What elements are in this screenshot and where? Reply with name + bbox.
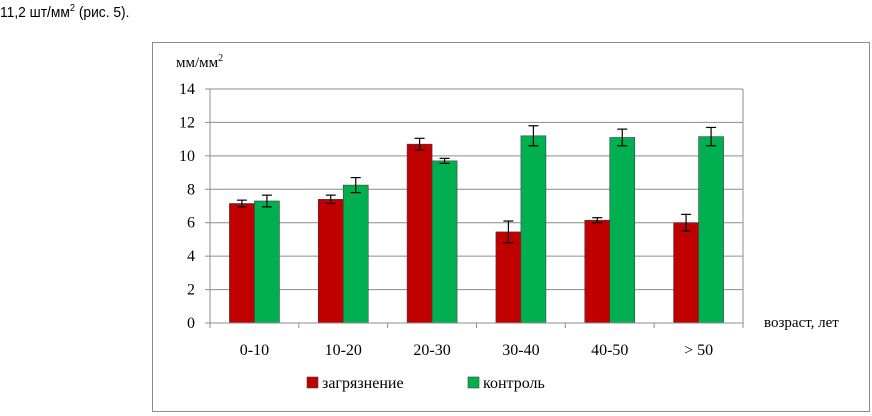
y-axis-label: мм/мм2 xyxy=(176,53,223,71)
bar-pollution xyxy=(229,203,255,324)
bar-chart: 0 2 4 6 8 10 12 14 0-10 10-20 20-30 30-40 40-50 > 50… xyxy=(176,53,839,392)
bar-pollution xyxy=(406,143,433,324)
chart-frame: 0 2 4 6 8 10 12 14 0-10 10-20 20-30 30-40 40-50 > 50… xyxy=(152,42,870,412)
bar-control xyxy=(254,200,280,324)
y-tick-label: 0 xyxy=(187,315,195,332)
bar-control xyxy=(698,136,724,324)
caption-sup: 2 xyxy=(69,3,75,14)
bars xyxy=(229,125,724,324)
x-tick-label: 10-20 xyxy=(325,342,362,359)
legend-label-control: контроль xyxy=(483,375,545,392)
gridlines xyxy=(210,88,744,324)
x-tick-label: 40-50 xyxy=(591,342,628,359)
caption-main: 11,2 шт/мм xyxy=(0,4,70,21)
caption-text: 11,2 шт/мм2 (рис. 5). xyxy=(0,3,129,21)
y-tick-label: 6 xyxy=(187,215,195,232)
y-tick-label: 4 xyxy=(187,248,195,265)
legend: загрязнение контроль xyxy=(306,375,545,392)
bar-control xyxy=(431,160,458,324)
y-tick-label: 12 xyxy=(179,114,195,131)
legend-label-pollution: загрязнение xyxy=(322,375,404,392)
x-tick-label: > 50 xyxy=(684,342,713,359)
y-tick-label: 14 xyxy=(179,81,195,98)
x-tick-label: 0-10 xyxy=(240,342,269,359)
x-axis-label: возраст, лет xyxy=(764,315,839,331)
y-tick-label: 8 xyxy=(187,181,195,198)
bar-control xyxy=(609,137,636,324)
bar-pollution xyxy=(673,222,699,324)
y-tick-label: 2 xyxy=(187,282,195,299)
bar-pollution xyxy=(495,231,522,324)
bar-control xyxy=(520,135,547,324)
bar-pollution xyxy=(584,219,611,324)
x-axis: 0-10 10-20 20-30 30-40 40-50 > 50 xyxy=(209,322,744,359)
x-tick-label: 20-30 xyxy=(413,342,450,359)
y-axis: 0 2 4 6 8 10 12 14 xyxy=(179,81,211,332)
bar-control xyxy=(342,184,369,324)
bar-pollution xyxy=(317,199,344,324)
legend-swatch-pollution xyxy=(306,376,319,389)
x-tick-label: 30-40 xyxy=(502,342,539,359)
caption-tail: (рис. 5). xyxy=(74,4,130,21)
y-tick-label: 10 xyxy=(179,148,195,165)
legend-swatch-control xyxy=(467,376,480,389)
